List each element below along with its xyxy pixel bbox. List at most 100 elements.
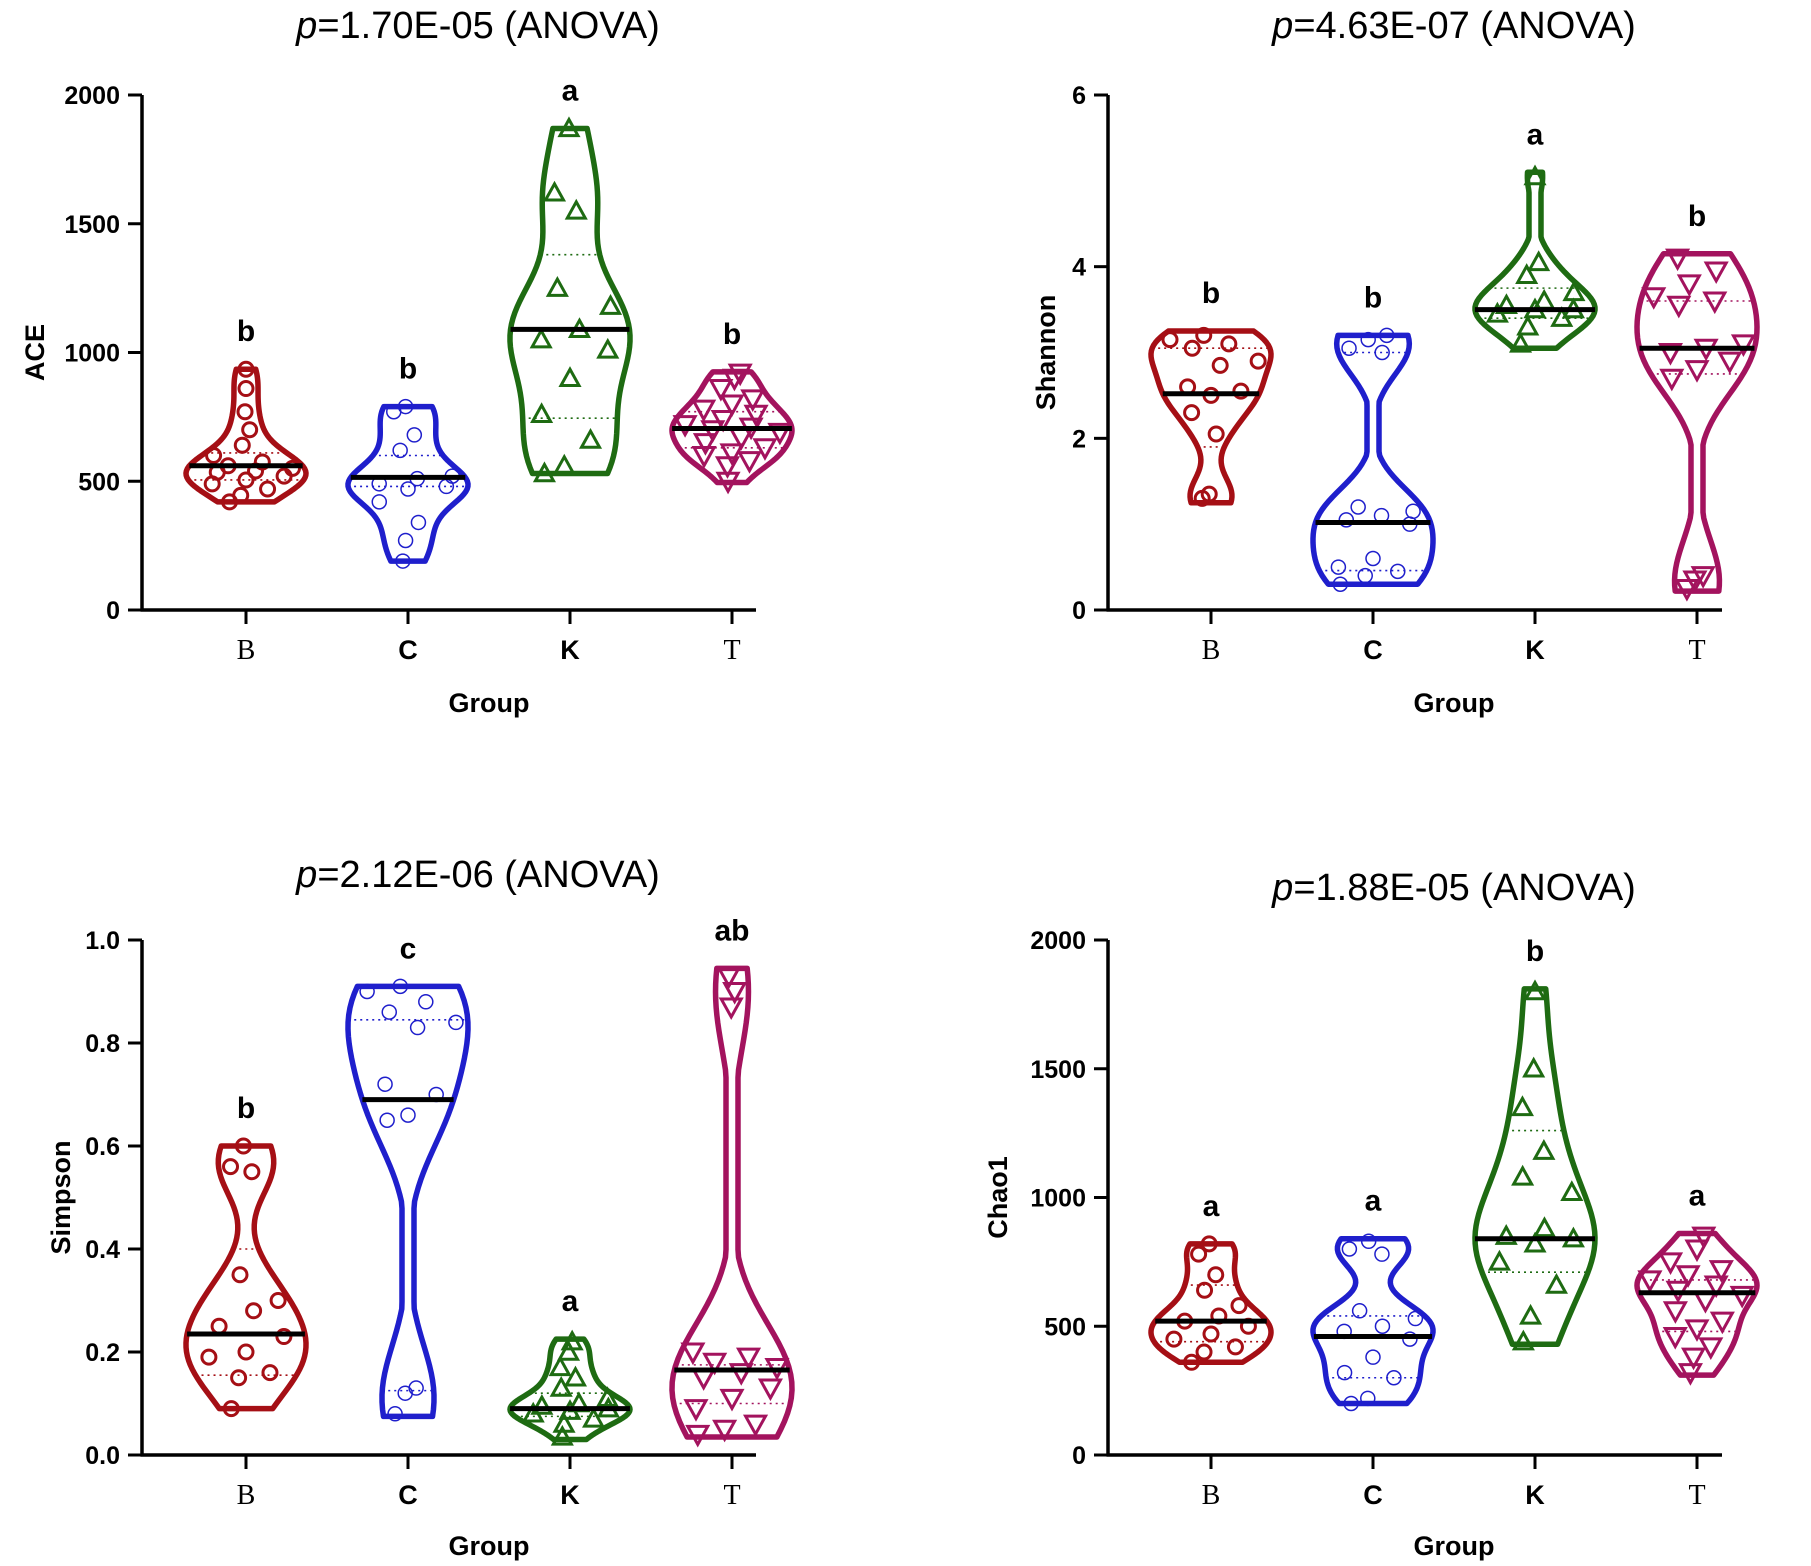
data-point bbox=[1360, 1390, 1376, 1407]
data-point bbox=[1332, 576, 1349, 592]
data-point bbox=[205, 447, 223, 464]
data-point bbox=[1522, 1056, 1546, 1078]
x-tick-label: B bbox=[1202, 635, 1221, 666]
data-point bbox=[392, 442, 408, 459]
y-tick-label: 0.8 bbox=[85, 1030, 120, 1058]
title-italic-p: p bbox=[1271, 867, 1293, 909]
data-point bbox=[552, 1412, 576, 1433]
x-tick-label: K bbox=[560, 635, 580, 665]
x-axis-title: Group bbox=[449, 688, 530, 718]
data-point bbox=[237, 360, 255, 378]
data-point bbox=[692, 433, 718, 456]
data-point bbox=[1220, 335, 1238, 353]
data-point bbox=[1680, 1347, 1707, 1371]
violin-outline bbox=[669, 965, 795, 1440]
data-point bbox=[1641, 287, 1667, 310]
data-point bbox=[542, 180, 567, 202]
data-point bbox=[1523, 979, 1547, 1001]
data-point bbox=[727, 363, 753, 387]
y-tick-label: 0.2 bbox=[85, 1339, 120, 1367]
group-c: Cb bbox=[1310, 281, 1436, 665]
data-point bbox=[1729, 1285, 1755, 1309]
data-point bbox=[234, 1137, 252, 1155]
y-tick-label: 0 bbox=[106, 597, 120, 625]
significance-letter: a bbox=[562, 74, 579, 107]
data-point bbox=[1709, 1311, 1735, 1335]
data-point bbox=[596, 337, 620, 359]
data-point bbox=[1232, 382, 1250, 400]
data-point bbox=[1659, 368, 1685, 392]
x-tick-label: T bbox=[1688, 1480, 1705, 1511]
group-k: Ka bbox=[1472, 118, 1598, 665]
violin-outline bbox=[345, 983, 471, 1420]
data-point bbox=[1360, 1233, 1377, 1250]
data-point bbox=[371, 494, 388, 510]
y-tick-label: 0 bbox=[1072, 597, 1086, 625]
y-tick-label: 2 bbox=[1072, 425, 1086, 453]
data-point bbox=[578, 427, 603, 449]
x-tick-label: B bbox=[237, 1480, 256, 1511]
data-point bbox=[1336, 1364, 1353, 1381]
data-point bbox=[448, 1014, 464, 1031]
data-point bbox=[549, 1375, 573, 1397]
data-point bbox=[1519, 1303, 1543, 1325]
data-point bbox=[558, 366, 582, 387]
x-tick-label: B bbox=[237, 635, 256, 666]
data-point bbox=[243, 1163, 261, 1181]
data-point bbox=[253, 453, 271, 471]
data-point bbox=[410, 514, 427, 531]
x-axis-title: Group bbox=[1414, 1531, 1495, 1561]
data-point bbox=[719, 1388, 745, 1412]
y-tick-label: 4 bbox=[1072, 254, 1086, 282]
data-point bbox=[1202, 1325, 1220, 1343]
x-tick-label: K bbox=[1525, 1480, 1545, 1510]
x-tick-label: C bbox=[398, 1480, 418, 1510]
data-point bbox=[556, 1339, 581, 1361]
data-point bbox=[718, 997, 744, 1021]
data-point bbox=[400, 481, 416, 497]
data-point bbox=[230, 1369, 248, 1387]
data-point bbox=[767, 422, 793, 446]
data-point bbox=[691, 399, 717, 423]
data-point bbox=[1183, 1353, 1201, 1371]
violin-outline bbox=[1472, 986, 1598, 1348]
data-point bbox=[595, 1386, 620, 1408]
data-point bbox=[1666, 295, 1692, 319]
data-point bbox=[1161, 331, 1179, 349]
data-point bbox=[1360, 331, 1376, 348]
significance-letter: a bbox=[1203, 1190, 1220, 1223]
data-point bbox=[1560, 1180, 1584, 1202]
data-point bbox=[1562, 280, 1586, 302]
data-point bbox=[245, 1302, 263, 1320]
y-axis-title: Simpson bbox=[46, 1140, 76, 1254]
data-point bbox=[1226, 1338, 1244, 1356]
data-point bbox=[392, 978, 409, 995]
data-point bbox=[529, 327, 553, 349]
data-point bbox=[418, 994, 434, 1010]
data-point bbox=[1494, 293, 1518, 314]
group-b: Bb bbox=[183, 315, 309, 666]
data-point bbox=[1510, 1095, 1534, 1117]
data-point bbox=[1341, 1241, 1358, 1257]
data-point bbox=[1343, 1395, 1359, 1412]
panel-title: p=1.88E-05 (ANOVA) bbox=[1271, 867, 1636, 909]
data-point bbox=[377, 1076, 393, 1092]
significance-letter: b bbox=[1688, 200, 1706, 233]
data-point bbox=[1691, 1226, 1717, 1250]
data-point bbox=[379, 1112, 395, 1128]
data-point bbox=[1405, 503, 1421, 520]
significance-letter: a bbox=[1365, 1185, 1382, 1218]
data-point bbox=[1207, 425, 1225, 443]
data-point bbox=[1207, 1266, 1225, 1284]
y-tick-label: 1500 bbox=[64, 211, 120, 239]
y-tick-label: 0 bbox=[1072, 1442, 1086, 1470]
significance-letter: a bbox=[1527, 118, 1544, 151]
data-point bbox=[1703, 261, 1729, 285]
data-point bbox=[736, 451, 763, 474]
data-point bbox=[283, 459, 301, 477]
group-b: Bb bbox=[1148, 277, 1274, 666]
significance-letter: b bbox=[1364, 281, 1382, 314]
violin-outline bbox=[1148, 1241, 1274, 1366]
panel-ace: p=1.70E-05 (ANOVA) 0 500 1000 1500 2000 ACE Gro… bbox=[20, 5, 795, 718]
